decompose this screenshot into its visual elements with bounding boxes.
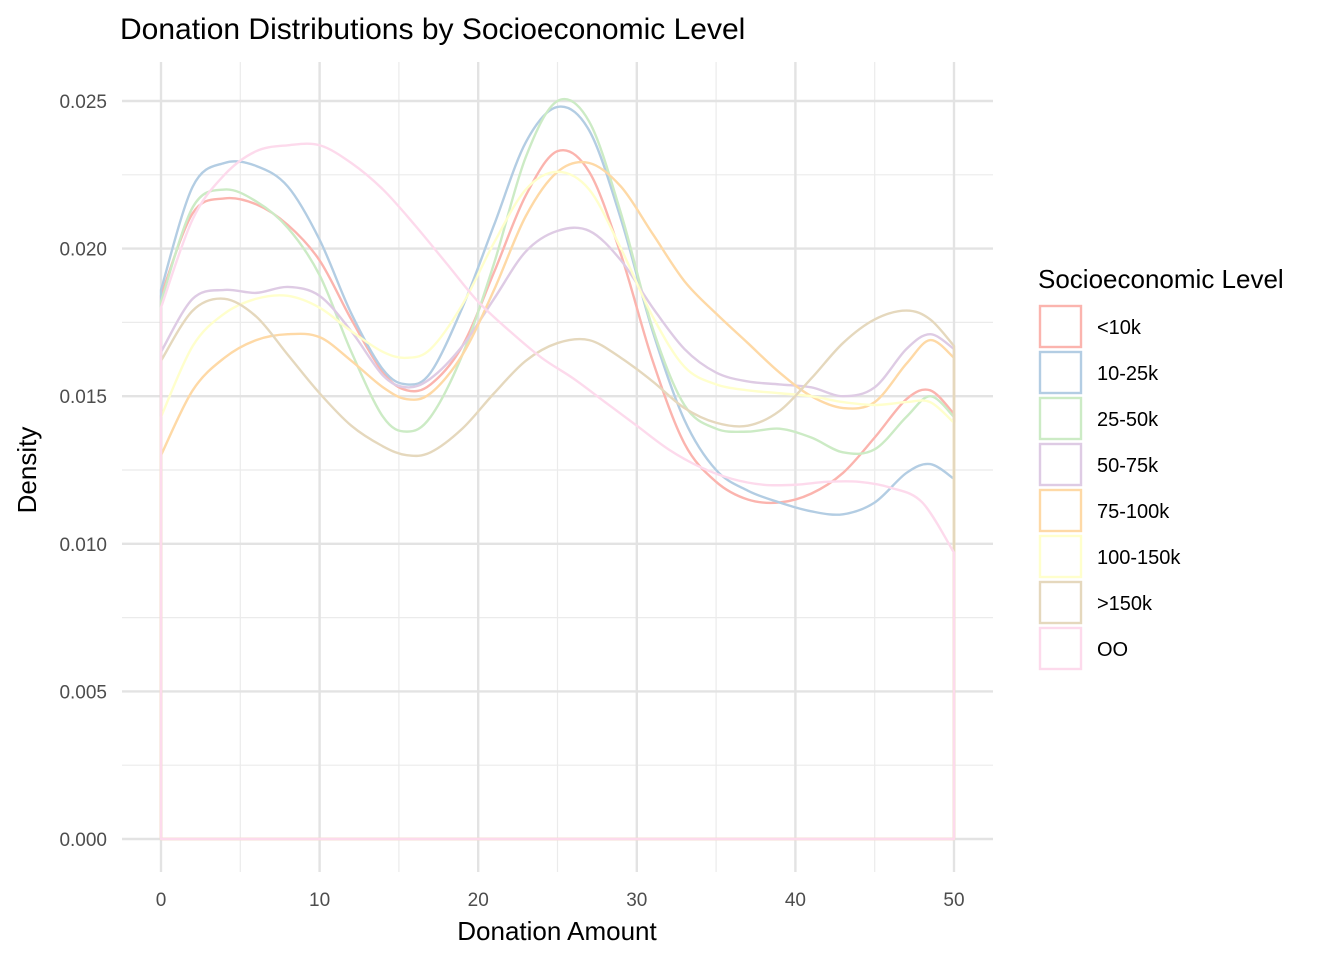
legend-label: 25-50k [1097, 409, 1159, 431]
density-line [159, 297, 956, 841]
legend-item: <10k [1038, 304, 1142, 349]
x-tick-label: 0 [156, 890, 167, 911]
chart-title: Donation Distributions by Socioeconomic … [120, 13, 745, 46]
y-tick-label: 0.010 [59, 535, 107, 556]
x-axis-label: Donation Amount [457, 916, 657, 946]
legend-label: <10k [1097, 317, 1142, 339]
legend-label: 100-150k [1097, 547, 1181, 569]
legend-key [1038, 350, 1083, 395]
x-tick-label: 20 [468, 890, 489, 911]
legend-label: 50-75k [1097, 455, 1159, 477]
density-line [159, 170, 956, 841]
legend: Socioeconomic Level <10k 10-25k 25-50k 50-7… [1038, 264, 1284, 671]
legend-key [1038, 304, 1083, 349]
x-tick-label: 40 [785, 890, 806, 911]
grid-lines [122, 62, 993, 872]
legend-item: >150k [1038, 580, 1153, 625]
y-tick-label: 0.005 [59, 682, 107, 703]
legend-key [1038, 534, 1083, 579]
y-tick-label: 0.025 [59, 92, 107, 113]
legend-title: Socioeconomic Level [1038, 264, 1284, 294]
density-line [159, 142, 956, 841]
density-line [159, 97, 956, 841]
legend-key [1038, 626, 1083, 671]
legend-item: 50-75k [1038, 442, 1159, 487]
legend-key [1038, 488, 1083, 533]
legend-item: 75-100k [1038, 488, 1170, 533]
x-tick-label: 10 [309, 890, 330, 911]
x-axis-tick-labels: 0 10 20 30 40 50 [156, 890, 965, 911]
y-axis-tick-labels: 0.000 0.005 0.010 0.015 0.020 0.025 [59, 92, 107, 851]
legend-label: 10-25k [1097, 363, 1159, 385]
legend-item: 10-25k [1038, 350, 1159, 395]
legend-item: 25-50k [1038, 396, 1159, 441]
density-line [159, 105, 956, 841]
legend-item: OO [1038, 626, 1128, 671]
legend-label: 75-100k [1097, 501, 1170, 523]
y-axis-label: Density [12, 427, 42, 514]
y-tick-label: 0.015 [59, 387, 107, 408]
legend-items: <10k 10-25k 25-50k 50-75k 75-100k 100-150k >15… [1038, 304, 1181, 671]
series-lines [159, 97, 956, 841]
y-tick-label: 0.000 [59, 830, 107, 851]
legend-label: >150k [1097, 593, 1153, 615]
x-tick-label: 50 [943, 890, 964, 911]
density-line [159, 226, 956, 841]
legend-label: OO [1097, 639, 1128, 661]
legend-key [1038, 580, 1083, 625]
legend-key [1038, 396, 1083, 441]
legend-item: 100-150k [1038, 534, 1181, 579]
x-tick-label: 30 [626, 890, 647, 911]
legend-key [1038, 442, 1083, 487]
y-tick-label: 0.020 [59, 240, 107, 261]
